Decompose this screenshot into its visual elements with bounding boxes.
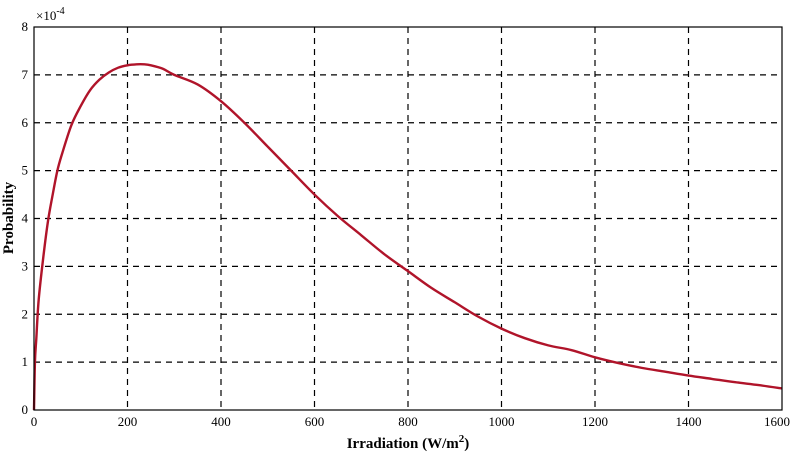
grid: [34, 27, 782, 410]
x-tick-label: 0: [31, 414, 38, 429]
plot-frame: [33, 26, 783, 411]
x-axis-label: Irradiation (W/m2): [347, 433, 470, 452]
y-tick-label: 2: [22, 306, 29, 321]
x-tick-label: 1200: [582, 414, 608, 429]
y-tick-label: 4: [22, 211, 29, 226]
x-tick-label: 1400: [676, 414, 702, 429]
y-axis-label: Probability: [1, 181, 17, 254]
y-tick-label: 5: [22, 163, 29, 178]
x-tick-label: 800: [398, 414, 418, 429]
y-tick-label: 8: [22, 19, 29, 34]
y-tick-label: 3: [22, 258, 29, 273]
y-tick-label: 1: [22, 354, 29, 369]
tick-labels: 0 200 400 600 800 1000 1200 1400 1600 0 1 2 3 4 5 6 7 8: [22, 19, 791, 429]
series: [32, 63, 783, 411]
x-tick-label: 400: [211, 414, 231, 429]
x-tick-label: 1000: [489, 414, 515, 429]
y-tick-label: 0: [22, 402, 29, 417]
x-tick-label: 1600: [764, 414, 790, 429]
x-tick-label: 200: [118, 414, 138, 429]
y-tick-label: 7: [22, 67, 29, 82]
x-tick-label: 600: [305, 414, 325, 429]
y-multiplier: ×10-4: [36, 6, 65, 23]
y-tick-label: 6: [22, 115, 29, 130]
series-line: [32, 63, 783, 411]
